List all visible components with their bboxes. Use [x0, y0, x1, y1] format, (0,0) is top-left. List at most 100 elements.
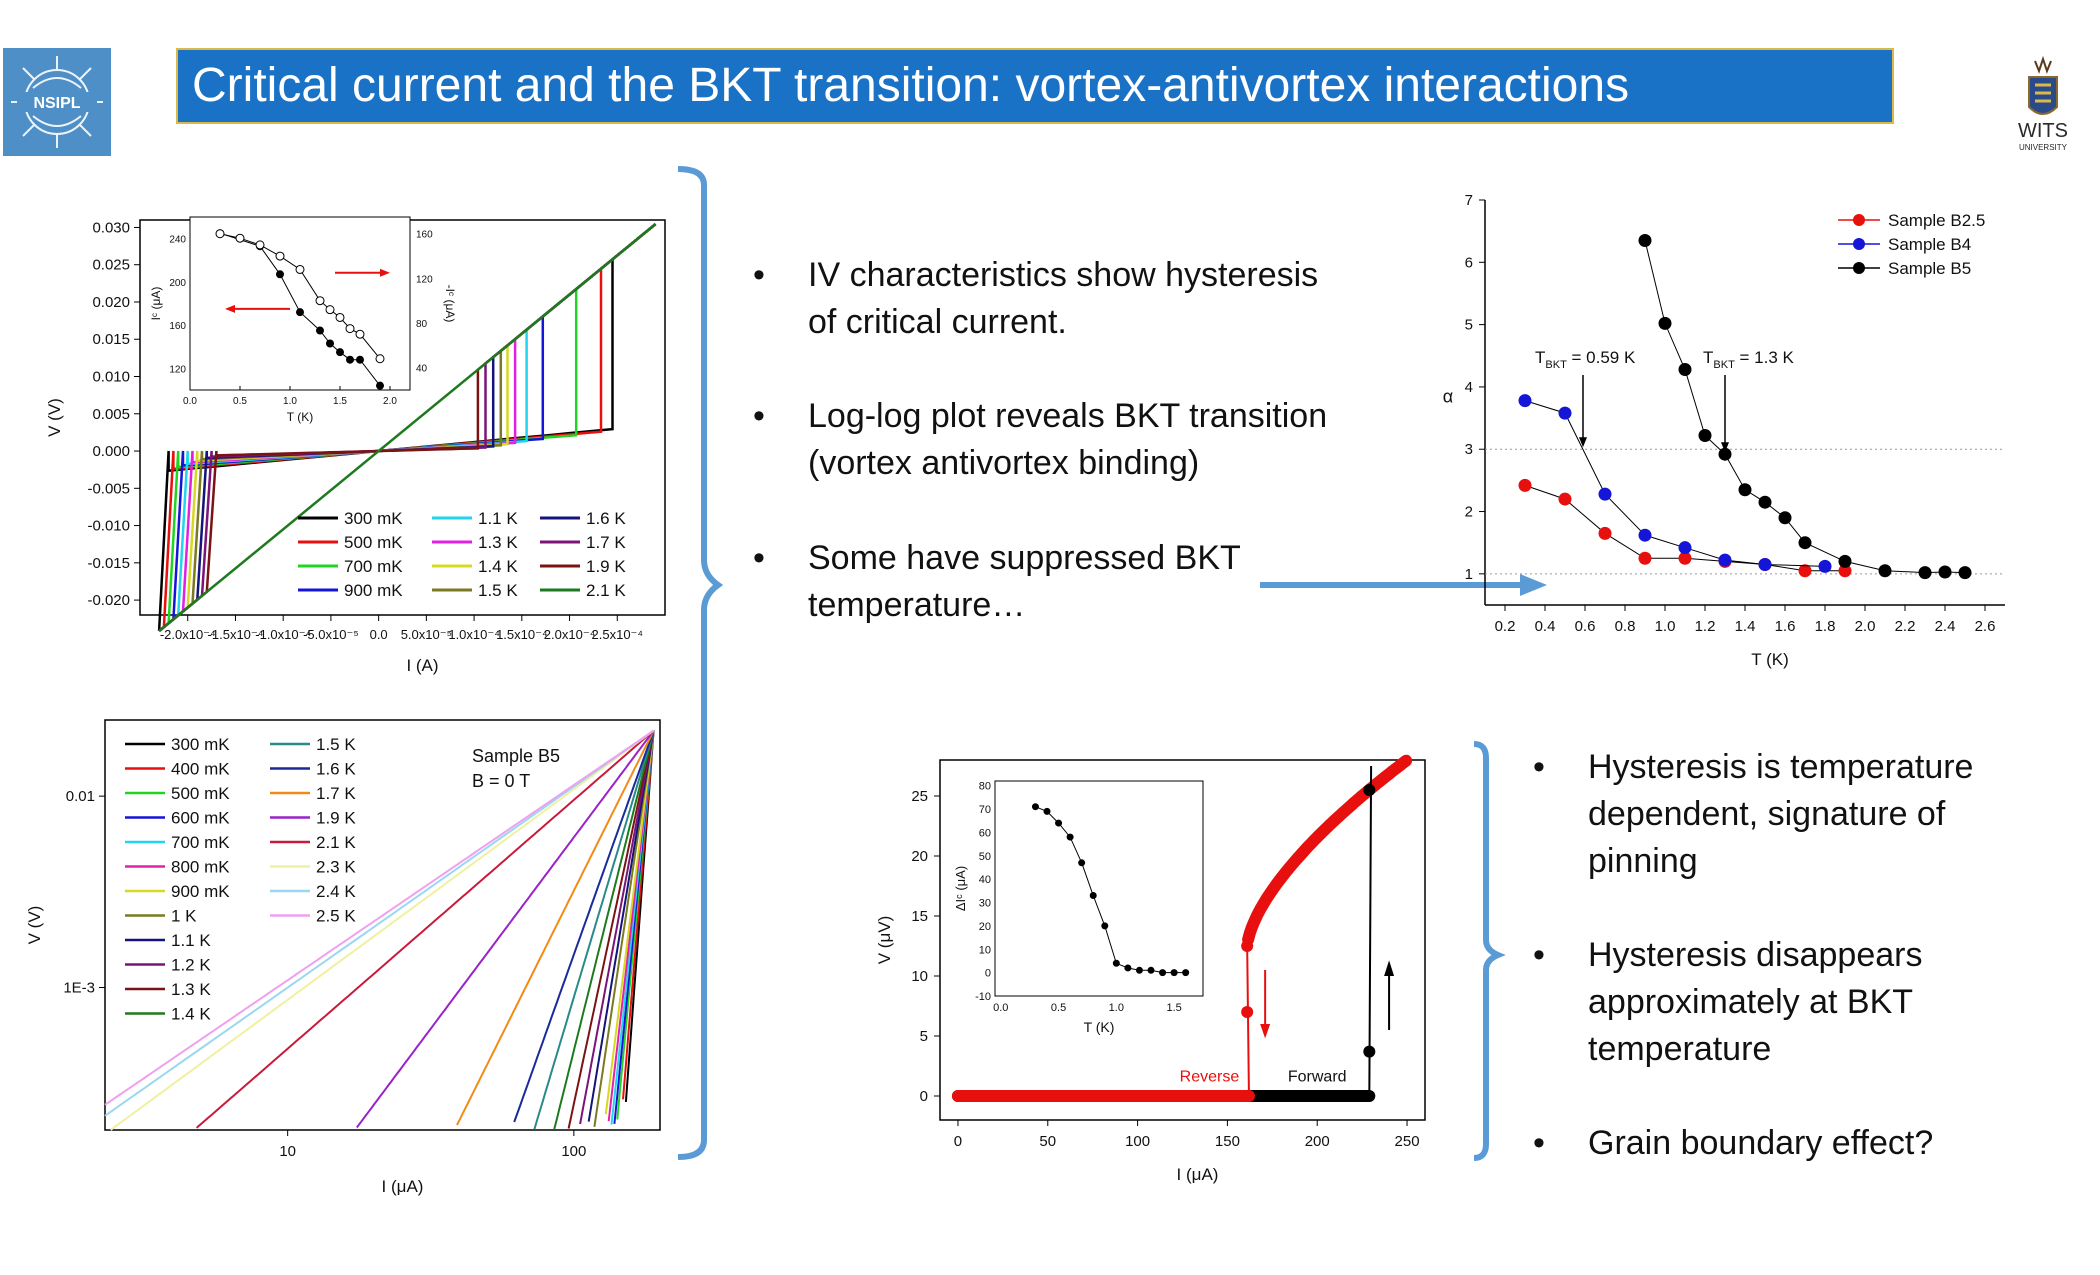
series-line	[104, 729, 655, 1106]
forward-jump	[1368, 765, 1373, 1097]
data-point	[1066, 833, 1074, 841]
x-tick-label: 0.0	[993, 1002, 1008, 1014]
data-point	[1678, 541, 1692, 555]
data-point	[1170, 969, 1178, 977]
series-line	[158, 223, 657, 632]
series-line	[195, 729, 655, 1129]
y-tick-label: 240	[169, 235, 186, 246]
legend-label: 1.9 K	[316, 809, 356, 828]
data-point	[1678, 551, 1692, 565]
annotation-tbkt: TBKT = 0.59 K	[1535, 348, 1636, 371]
data-point	[1798, 564, 1812, 578]
reverse-label: Reverse	[1180, 1069, 1240, 1086]
data-point	[1638, 234, 1652, 247]
bullet-dot: •	[753, 256, 765, 294]
inset-y-axis-label-right: -Iᶜ (μA)	[443, 285, 457, 323]
legend-label: 2.1 K	[316, 833, 356, 852]
x-tick-label: 0.0	[183, 396, 197, 407]
inset-x-axis-label: T (K)	[1084, 1019, 1115, 1035]
data-point	[1598, 526, 1612, 540]
x-tick-label: 1.2	[1695, 618, 1716, 635]
y-tick-label: 0.000	[92, 443, 130, 460]
data-point	[326, 339, 334, 348]
legend-label: 600 mK	[171, 809, 230, 828]
legend-marker	[1853, 262, 1865, 274]
arrow-head	[1721, 442, 1729, 453]
bullet-dot: •	[1533, 936, 1545, 974]
x-tick-label: 0.4	[1535, 618, 1556, 635]
x-tick-label: 1.8	[1815, 618, 1836, 635]
data-point	[296, 308, 304, 317]
bullet-item: • Grain boundary effect?	[1533, 1120, 1933, 1167]
legend-label: 2.4 K	[316, 882, 356, 901]
bullet-item: • IV characteristics show hysteresis of …	[753, 252, 1318, 346]
bullet-item: • Log-log plot reveals BKT transition (v…	[753, 393, 1327, 487]
y-tick-label: 2	[1465, 504, 1473, 521]
bullet-line: dependent, signature of	[1588, 795, 1946, 833]
data-point	[1112, 959, 1120, 967]
x-tick-label: 1.0	[1109, 1002, 1124, 1014]
x-tick-label: 1.0	[1655, 618, 1676, 635]
data-point	[1718, 447, 1732, 461]
x-tick-label: 1.5	[1166, 1002, 1181, 1014]
x-tick-label: 100	[561, 1143, 586, 1160]
data-point	[1558, 492, 1572, 506]
annotation-sample: Sample B5	[472, 746, 560, 766]
bullet-dot: •	[1533, 748, 1545, 786]
data-point	[1598, 487, 1612, 501]
data-point	[1698, 429, 1712, 443]
annotation-tbkt: TBKT = 1.3 K	[1703, 348, 1795, 371]
series-line	[104, 729, 655, 1117]
data-point	[1363, 784, 1376, 796]
wits-logo: WITS UNIVERSITY	[1995, 55, 2090, 155]
data-point	[1135, 966, 1143, 974]
legend-label: 1.7 K	[316, 784, 356, 803]
y-axis-label: V (V)	[45, 398, 64, 437]
inset-frame	[189, 216, 411, 391]
legend-marker	[1853, 238, 1865, 250]
x-tick-label: 1.5x10⁻⁴	[496, 627, 547, 642]
data-point	[356, 355, 364, 364]
data-point	[1678, 362, 1692, 376]
y-tick-label: 1E-3	[63, 979, 95, 996]
y-tick-label: 0.030	[92, 219, 130, 236]
x-tick-label: 1.0x10⁻⁴	[448, 627, 499, 642]
arrow-head	[225, 304, 235, 313]
legend-label: 2.3 K	[316, 858, 356, 877]
series-line	[587, 730, 655, 1122]
legend-label: 2.5 K	[316, 907, 356, 926]
annotation-t: T	[1703, 348, 1713, 367]
y-tick-label: 4	[1465, 379, 1473, 396]
y-tick-label: 10	[979, 944, 991, 956]
legend-label: 1.3 K	[171, 980, 211, 999]
x-tick-label: -5.0x10⁻⁵	[303, 627, 359, 642]
legend-label: 500 mK	[171, 784, 230, 803]
legend-label: 500 mK	[344, 533, 403, 552]
data-point	[276, 270, 284, 279]
bullet-dot: •	[1533, 1124, 1545, 1162]
x-axis-label: I (μA)	[382, 1177, 424, 1196]
y-tick-label: 80	[979, 781, 991, 793]
data-point	[295, 264, 305, 274]
x-tick-label: 0.0	[370, 627, 388, 642]
data-point	[316, 326, 324, 335]
data-point	[1055, 819, 1063, 827]
y-tick-label: 1	[1465, 566, 1473, 583]
y-tick-label: 0	[920, 1088, 928, 1105]
legend-label: 1.7 K	[586, 533, 626, 552]
data-point	[255, 240, 265, 250]
y-tick-label: 0	[985, 968, 991, 980]
plot-frame	[104, 719, 661, 1131]
legend-label: 1.1 K	[171, 931, 211, 950]
legend-label: 400 mK	[171, 760, 230, 779]
legend-label: 300 mK	[171, 735, 230, 754]
y-tick-label: 15	[911, 908, 928, 925]
bullet-dot: •	[753, 539, 765, 577]
data-point	[1938, 565, 1952, 579]
data-point	[1089, 892, 1097, 900]
y-tick-label: 80	[416, 319, 428, 330]
x-tick-label: 0.5	[233, 396, 247, 407]
data-point	[1124, 964, 1132, 972]
x-axis-label: I (A)	[406, 656, 438, 675]
x-tick-label: -1.0x10⁻⁴	[255, 627, 311, 642]
